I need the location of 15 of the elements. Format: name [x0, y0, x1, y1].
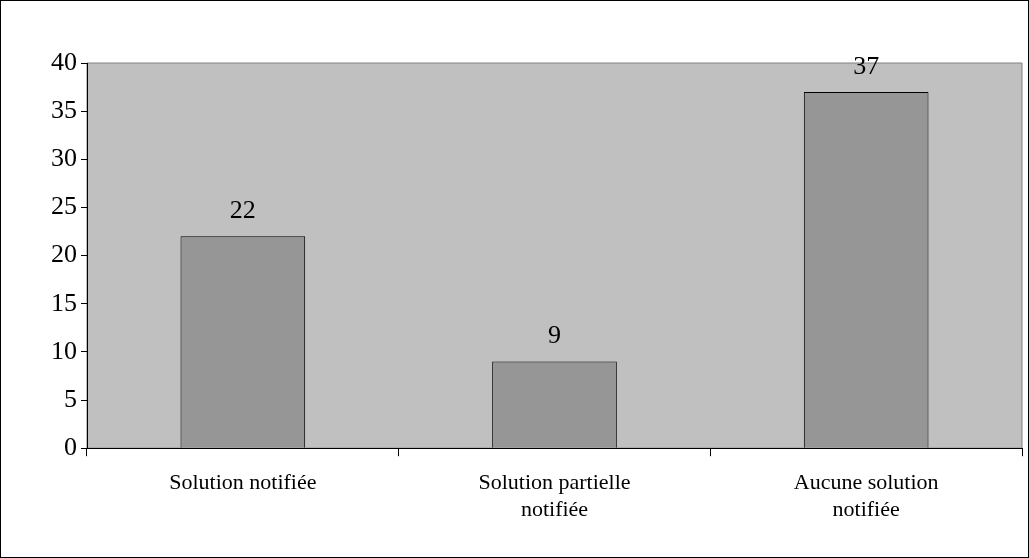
x-tick-label: Solution notifiée [169, 469, 317, 495]
y-tick-label: 0 [64, 432, 77, 462]
data-label: 37 [853, 50, 880, 80]
data-label: 22 [229, 195, 256, 225]
y-tick-label: 15 [51, 287, 77, 317]
x-tick-label: Aucune solution notifiée [793, 469, 939, 521]
y-tick-label: 5 [64, 383, 77, 413]
data-label: 9 [548, 320, 561, 350]
y-tick-label: 25 [51, 191, 77, 221]
y-tick-label: 20 [51, 239, 77, 269]
y-tick-label: 40 [51, 46, 77, 76]
y-tick-label: 10 [51, 335, 77, 365]
x-tick-label: Solution partielle notifiée [478, 469, 631, 521]
y-tick-label: 35 [51, 94, 77, 124]
y-tick-label: 30 [51, 143, 77, 173]
